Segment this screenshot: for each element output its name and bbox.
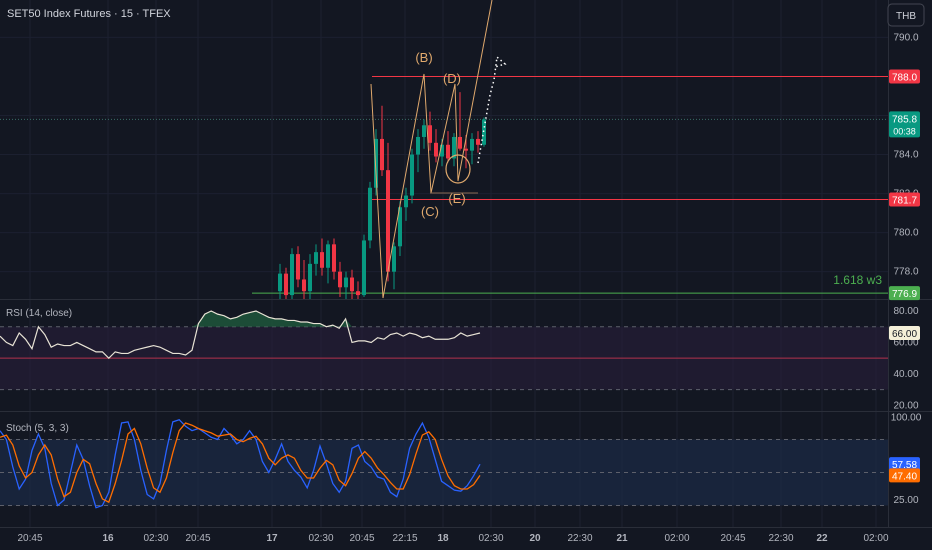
time-tick-label: 20:45 bbox=[17, 533, 42, 544]
stoch-tick-label: 100.00 bbox=[891, 413, 922, 424]
time-tick-label: 18 bbox=[437, 533, 449, 544]
candle-body[interactable] bbox=[422, 125, 426, 137]
price-axis[interactable]: 790.0786.0784.0782.0780.0778.0788.0785.8… bbox=[889, 32, 922, 506]
price-label-box[interactable] bbox=[889, 69, 920, 84]
candle-body[interactable] bbox=[368, 187, 372, 241]
candle-body[interactable] bbox=[470, 138, 474, 151]
stoch-pane[interactable] bbox=[0, 418, 888, 509]
wave-label: (D) bbox=[443, 71, 461, 86]
candle-body[interactable] bbox=[440, 144, 444, 157]
rsi-value-label: 66.00 bbox=[892, 329, 917, 340]
time-axis[interactable]: 20:45 16 02:30 20:45 17 02:30 20:45 22:15 18 02:3… bbox=[17, 533, 888, 544]
rsi-overbought-fill bbox=[0, 311, 480, 327]
wave-label: (E) bbox=[448, 191, 465, 206]
candle-body[interactable] bbox=[296, 254, 300, 280]
candle-body[interactable] bbox=[392, 246, 396, 272]
rsi-tick-label: 20.00 bbox=[893, 400, 918, 411]
candle-body[interactable] bbox=[398, 207, 402, 247]
wave-label: (C) bbox=[421, 204, 439, 219]
rsi-pane[interactable] bbox=[0, 310, 888, 391]
fib-level-label: 1.618 w3 bbox=[833, 273, 882, 287]
candle-body[interactable] bbox=[476, 138, 480, 145]
candle-body[interactable] bbox=[452, 136, 456, 159]
time-tick-label: 20:45 bbox=[349, 533, 374, 544]
price-tick-label: 784.0 bbox=[893, 150, 918, 161]
time-tick-label: 20 bbox=[529, 533, 541, 544]
price-label-box[interactable] bbox=[889, 192, 920, 207]
candle-body[interactable] bbox=[350, 277, 354, 292]
time-tick-label: 02:30 bbox=[143, 533, 168, 544]
candle-body[interactable] bbox=[404, 195, 408, 208]
price-label-text: 776.9 bbox=[892, 289, 917, 300]
candle-body[interactable] bbox=[410, 154, 414, 196]
candle-body[interactable] bbox=[290, 254, 294, 296]
candle-body[interactable] bbox=[362, 240, 366, 296]
time-tick-label: 02:00 bbox=[664, 533, 689, 544]
rsi-title: RSI (14, close) bbox=[6, 308, 72, 319]
price-label-text: 788.0 bbox=[892, 72, 917, 83]
price-pane[interactable]: 1.618 w3 (B) (C) (D) (E) bbox=[0, 0, 888, 299]
candle-body[interactable] bbox=[386, 170, 390, 272]
rsi-value-box[interactable] bbox=[889, 326, 920, 340]
time-tick-label: 22 bbox=[816, 533, 828, 544]
stoch-value-label: 47.40 bbox=[892, 471, 917, 482]
candle-body[interactable] bbox=[464, 148, 468, 151]
time-tick-label: 20:45 bbox=[185, 533, 210, 544]
stoch-value-box[interactable] bbox=[889, 468, 920, 483]
time-tick-label: 22:15 bbox=[392, 533, 417, 544]
price-tick-label: 790.0 bbox=[893, 32, 918, 43]
candle-body[interactable] bbox=[374, 138, 378, 188]
price-label-text: 785.8 bbox=[892, 114, 917, 125]
candle-body[interactable] bbox=[332, 244, 336, 272]
candle-body[interactable] bbox=[380, 138, 384, 171]
currency-button[interactable] bbox=[887, 3, 925, 27]
currency-label: THB bbox=[896, 11, 916, 22]
price-tick-label: 778.0 bbox=[893, 267, 918, 278]
stoch-line-k[interactable] bbox=[0, 418, 481, 509]
candle-body[interactable] bbox=[302, 279, 306, 292]
candle-body[interactable] bbox=[338, 271, 342, 288]
price-label-box[interactable] bbox=[889, 111, 920, 138]
rsi-tick-label: 60.00 bbox=[893, 337, 918, 348]
stoch-tick-label: 25.00 bbox=[893, 495, 918, 506]
candle-body[interactable] bbox=[428, 125, 432, 143]
price-tick-label: 780.0 bbox=[893, 228, 918, 239]
time-tick-label: 16 bbox=[102, 533, 114, 544]
rsi-tick-label: 40.00 bbox=[893, 369, 918, 380]
candle-body[interactable] bbox=[482, 119, 486, 145]
time-tick-label: 02:00 bbox=[863, 533, 888, 544]
candle-body[interactable] bbox=[308, 263, 312, 292]
time-tick-label: 02:30 bbox=[308, 533, 333, 544]
candle-body[interactable] bbox=[320, 252, 324, 268]
candle-body[interactable] bbox=[314, 252, 318, 264]
price-label-text: 781.7 bbox=[892, 195, 917, 206]
price-label-box[interactable] bbox=[889, 286, 920, 301]
time-tick-label: 20:45 bbox=[720, 533, 745, 544]
time-tick-label: 02:30 bbox=[478, 533, 503, 544]
time-tick-label: 22:30 bbox=[567, 533, 592, 544]
candle-body[interactable] bbox=[416, 136, 420, 155]
candle-body[interactable] bbox=[356, 291, 360, 296]
time-tick-label: 22:30 bbox=[768, 533, 793, 544]
candle-body[interactable] bbox=[434, 142, 438, 157]
candle-body[interactable] bbox=[278, 273, 282, 292]
stoch-title: Stoch (5, 3, 3) bbox=[6, 423, 69, 434]
symbol-title: SET50 Index Futures · 15 · TFEX bbox=[7, 8, 171, 20]
time-tick-label: 21 bbox=[616, 533, 628, 544]
stoch-value-box[interactable] bbox=[889, 457, 920, 472]
candle-body[interactable] bbox=[326, 244, 330, 268]
stoch-line-d[interactable] bbox=[0, 422, 481, 504]
countdown-label: 00:38 bbox=[893, 126, 916, 136]
highlight-circle[interactable] bbox=[445, 154, 471, 184]
candle-body[interactable] bbox=[284, 273, 288, 296]
wave-label: (B) bbox=[415, 50, 432, 65]
time-tick-label: 17 bbox=[266, 533, 278, 544]
candle-body[interactable] bbox=[344, 277, 348, 288]
rsi-tick-label: 80.00 bbox=[893, 306, 918, 317]
rsi-line[interactable] bbox=[0, 310, 481, 359]
candle-body[interactable] bbox=[446, 144, 450, 159]
stoch-value-label: 57.58 bbox=[892, 460, 917, 471]
candle-body[interactable] bbox=[458, 136, 462, 149]
